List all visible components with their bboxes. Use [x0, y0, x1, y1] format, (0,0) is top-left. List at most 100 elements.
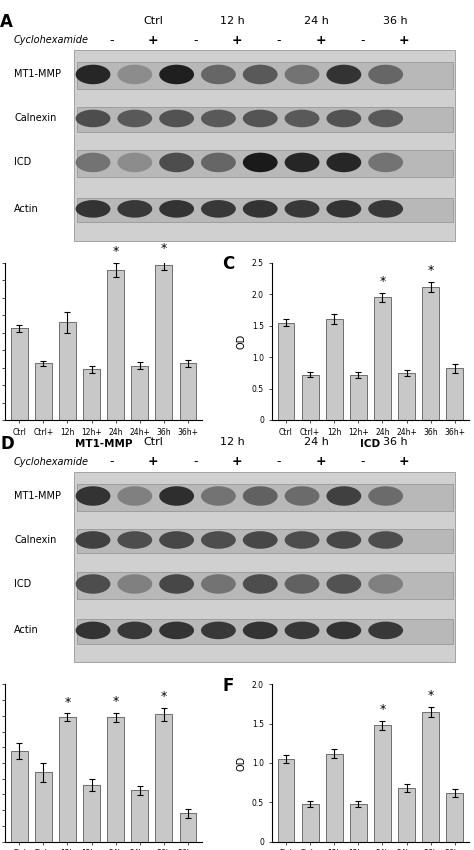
Bar	[35, 363, 52, 420]
Ellipse shape	[201, 621, 236, 639]
Ellipse shape	[159, 110, 194, 128]
Text: -: -	[193, 34, 198, 47]
Ellipse shape	[368, 531, 403, 549]
FancyBboxPatch shape	[77, 572, 453, 598]
Bar	[83, 370, 100, 420]
Text: *: *	[64, 696, 71, 709]
Text: F: F	[222, 677, 234, 694]
Bar	[447, 368, 463, 420]
Bar	[374, 298, 391, 420]
Ellipse shape	[159, 575, 194, 594]
Text: -: -	[276, 456, 281, 468]
Y-axis label: OD: OD	[236, 756, 246, 771]
Text: *: *	[379, 703, 386, 716]
FancyBboxPatch shape	[77, 620, 453, 643]
Text: ICD: ICD	[14, 157, 31, 167]
Text: +: +	[232, 34, 242, 47]
Ellipse shape	[201, 200, 236, 218]
Bar	[107, 270, 124, 420]
FancyBboxPatch shape	[77, 62, 453, 89]
Bar	[59, 322, 76, 420]
Bar	[350, 375, 367, 420]
Bar	[326, 320, 343, 420]
Ellipse shape	[118, 65, 152, 84]
FancyBboxPatch shape	[74, 50, 456, 241]
Bar	[180, 813, 196, 842]
FancyBboxPatch shape	[77, 529, 453, 553]
Ellipse shape	[284, 110, 319, 128]
Ellipse shape	[159, 486, 194, 506]
Ellipse shape	[159, 200, 194, 218]
Ellipse shape	[368, 153, 403, 173]
Ellipse shape	[118, 153, 152, 173]
Bar	[59, 717, 76, 842]
Text: Calnexin: Calnexin	[14, 535, 56, 545]
Text: MT1-MMP: MT1-MMP	[14, 70, 61, 80]
Ellipse shape	[243, 621, 278, 639]
Ellipse shape	[201, 575, 236, 594]
Text: Calnexin: Calnexin	[14, 113, 56, 123]
Ellipse shape	[368, 621, 403, 639]
Text: Actin: Actin	[14, 204, 39, 214]
Bar	[447, 793, 463, 842]
Text: -: -	[193, 456, 198, 468]
Ellipse shape	[327, 153, 361, 173]
Text: +: +	[148, 456, 159, 468]
Text: *: *	[112, 245, 119, 258]
Ellipse shape	[118, 110, 152, 128]
Text: +: +	[232, 456, 242, 468]
Bar	[302, 375, 319, 420]
Ellipse shape	[327, 486, 361, 506]
Ellipse shape	[327, 531, 361, 549]
Ellipse shape	[327, 200, 361, 218]
Text: MT1-MMP: MT1-MMP	[14, 491, 61, 501]
Text: -: -	[360, 34, 365, 47]
Text: C: C	[222, 255, 235, 273]
Ellipse shape	[327, 575, 361, 594]
Text: +: +	[148, 34, 159, 47]
Ellipse shape	[284, 65, 319, 84]
Ellipse shape	[118, 200, 152, 218]
Ellipse shape	[284, 531, 319, 549]
Ellipse shape	[159, 621, 194, 639]
X-axis label: ICD: ICD	[360, 439, 381, 450]
Ellipse shape	[284, 200, 319, 218]
Bar	[398, 788, 415, 842]
Text: *: *	[379, 275, 386, 288]
Text: -: -	[360, 456, 365, 468]
Bar	[422, 286, 439, 420]
Ellipse shape	[75, 65, 110, 84]
Ellipse shape	[201, 110, 236, 128]
Ellipse shape	[368, 486, 403, 506]
Text: 36 h: 36 h	[383, 16, 407, 26]
Text: +: +	[315, 456, 326, 468]
Ellipse shape	[159, 153, 194, 173]
Ellipse shape	[284, 621, 319, 639]
Text: Ctrl: Ctrl	[144, 16, 164, 26]
Text: 24 h: 24 h	[303, 16, 328, 26]
Text: 24 h: 24 h	[303, 438, 328, 447]
Text: +: +	[315, 34, 326, 47]
Text: *: *	[161, 241, 167, 255]
FancyBboxPatch shape	[77, 198, 453, 222]
Ellipse shape	[75, 621, 110, 639]
FancyBboxPatch shape	[77, 107, 453, 132]
Bar	[374, 725, 391, 842]
Ellipse shape	[284, 153, 319, 173]
X-axis label: MT1-MMP: MT1-MMP	[75, 439, 132, 450]
Ellipse shape	[243, 531, 278, 549]
Ellipse shape	[243, 110, 278, 128]
Text: Cyclohexamide: Cyclohexamide	[14, 35, 89, 45]
Ellipse shape	[75, 153, 110, 173]
Ellipse shape	[327, 65, 361, 84]
Bar	[11, 328, 27, 420]
Text: -: -	[276, 34, 281, 47]
Ellipse shape	[75, 531, 110, 549]
Ellipse shape	[159, 65, 194, 84]
Text: A: A	[0, 14, 13, 31]
Ellipse shape	[284, 486, 319, 506]
Text: *: *	[428, 264, 434, 277]
Ellipse shape	[201, 531, 236, 549]
Ellipse shape	[368, 575, 403, 594]
Ellipse shape	[118, 531, 152, 549]
